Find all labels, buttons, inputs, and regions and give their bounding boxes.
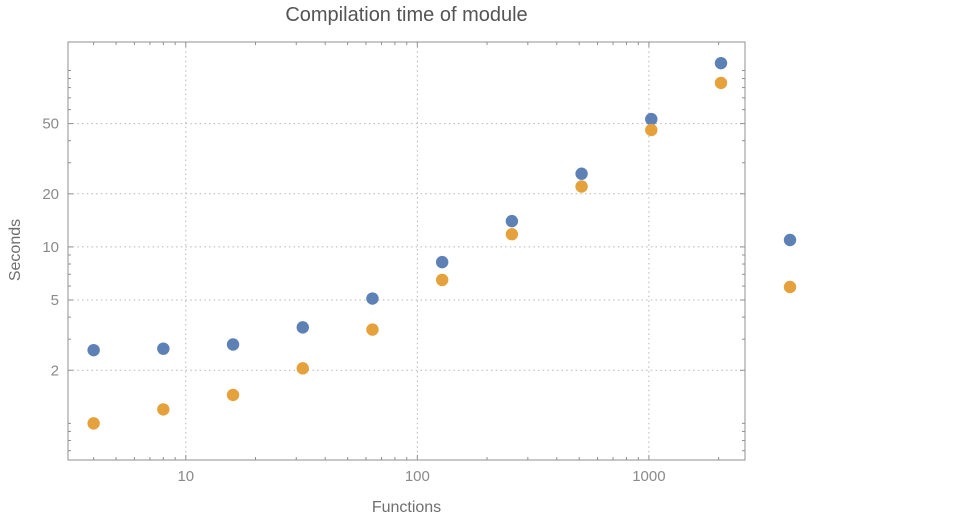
data-point-series-1-blue <box>435 255 449 269</box>
data-point-series-1-blue <box>226 338 240 351</box>
data-point-series-1-blue <box>505 214 519 228</box>
data-point-series-1-blue <box>87 343 100 357</box>
data-point-series-2-orange <box>226 388 240 402</box>
data-point-series-1-blue <box>575 167 588 180</box>
data-point-series-2-orange <box>87 417 100 430</box>
data-point-series-2-orange <box>296 362 309 375</box>
y-tick-label: 2 <box>51 362 59 379</box>
plot-frame <box>67 41 746 461</box>
data-point-series-2-orange <box>505 228 519 241</box>
x-axis-label: Functions <box>371 499 442 516</box>
data-point-series-1-blue <box>714 56 728 70</box>
data-point-series-2-orange <box>157 403 170 416</box>
data-point-series-2-orange <box>435 273 449 287</box>
y-tick-label: 10 <box>42 239 59 256</box>
data-point-series-1-blue <box>296 321 309 334</box>
data-point-series-1-blue <box>645 112 658 126</box>
data-point-series-1-blue <box>157 342 170 355</box>
legend-marker-series-1-blue <box>783 233 797 247</box>
data-point-series-2-orange <box>575 180 588 193</box>
y-tick-label: 50 <box>42 116 59 133</box>
x-tick-label: 100 <box>405 468 430 485</box>
chart-title: Compilation time of module <box>285 4 528 26</box>
y-tick-label: 5 <box>51 292 59 309</box>
data-point-series-2-orange <box>366 323 379 336</box>
x-tick-label: 10 <box>177 468 194 485</box>
y-tick-label: 20 <box>42 186 59 203</box>
legend-marker-series-2-orange <box>783 280 797 294</box>
x-tick-label: 1000 <box>632 468 665 485</box>
data-point-series-2-orange <box>645 123 658 137</box>
data-point-series-2-orange <box>714 76 728 90</box>
data-point-series-1-blue <box>366 292 379 305</box>
y-axis-label: Seconds <box>7 218 24 282</box>
